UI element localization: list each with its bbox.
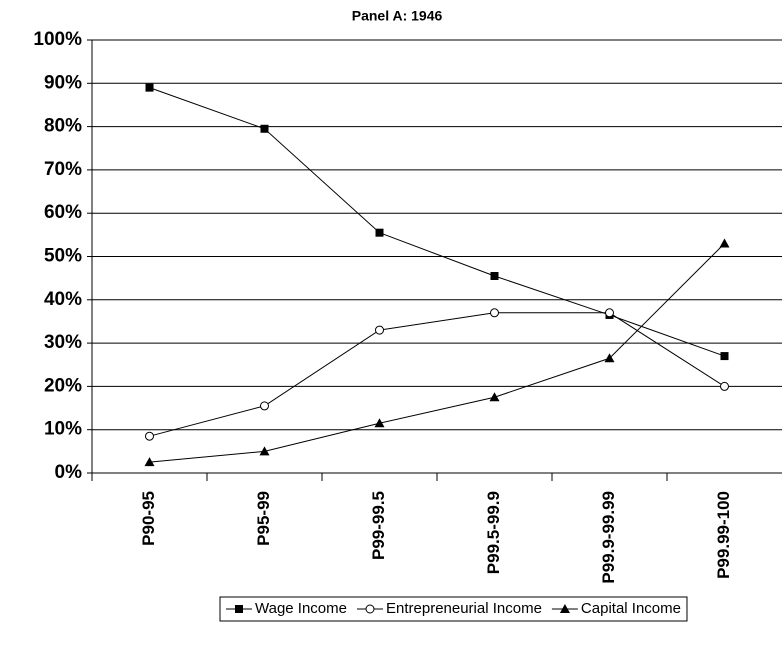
legend-label: Capital Income	[581, 600, 681, 617]
y-tick-label: 40%	[44, 289, 82, 310]
legend-box	[219, 596, 688, 622]
legend-marker	[559, 604, 570, 613]
data-point	[145, 431, 154, 441]
y-tick-label: 0%	[55, 462, 83, 483]
data-point	[720, 381, 729, 391]
data-point	[490, 271, 499, 280]
series-line	[149, 243, 725, 463]
data-point	[719, 238, 730, 248]
y-tick-label: 100%	[33, 29, 82, 50]
series-line	[149, 87, 725, 357]
legend-marker	[365, 604, 375, 614]
data-point	[490, 308, 499, 318]
data-point	[145, 83, 154, 92]
y-tick-label: 30%	[44, 332, 82, 353]
data-point	[605, 308, 614, 318]
x-tick-label: P90-95	[139, 491, 158, 546]
y-tick-label: 70%	[44, 159, 82, 180]
legend-label: Entrepreneurial Income	[386, 600, 542, 617]
data-point	[260, 124, 269, 133]
series-line	[149, 312, 725, 437]
data-point	[375, 325, 384, 335]
chart-title: Panel A: 1946	[352, 8, 443, 24]
data-point	[144, 457, 155, 467]
y-tick-label: 50%	[44, 246, 82, 267]
y-tick-label: 60%	[44, 202, 82, 223]
data-point	[259, 446, 270, 456]
legend: Wage Income Entrepreneurial Income Capital…	[219, 596, 688, 622]
y-tick-label: 10%	[44, 419, 82, 440]
x-tick-label: P99-99.5	[369, 491, 388, 560]
data-point	[375, 228, 384, 237]
x-tick-label: P99.9-99.99	[599, 491, 618, 584]
x-tick-label: P99.5-99.9	[484, 491, 503, 574]
data-point	[260, 401, 269, 411]
y-tick-label: 90%	[44, 72, 82, 93]
data-point	[374, 418, 385, 428]
y-tick-label: 20%	[44, 375, 82, 396]
data-point	[720, 352, 729, 361]
x-tick-label: P99.99-100	[714, 491, 733, 579]
x-tick-label: P95-99	[254, 491, 273, 546]
legend-label: Wage Income	[255, 600, 347, 617]
legend-marker	[235, 605, 243, 613]
y-tick-label: 80%	[44, 116, 82, 137]
data-point	[604, 353, 615, 363]
data-point	[489, 392, 500, 402]
